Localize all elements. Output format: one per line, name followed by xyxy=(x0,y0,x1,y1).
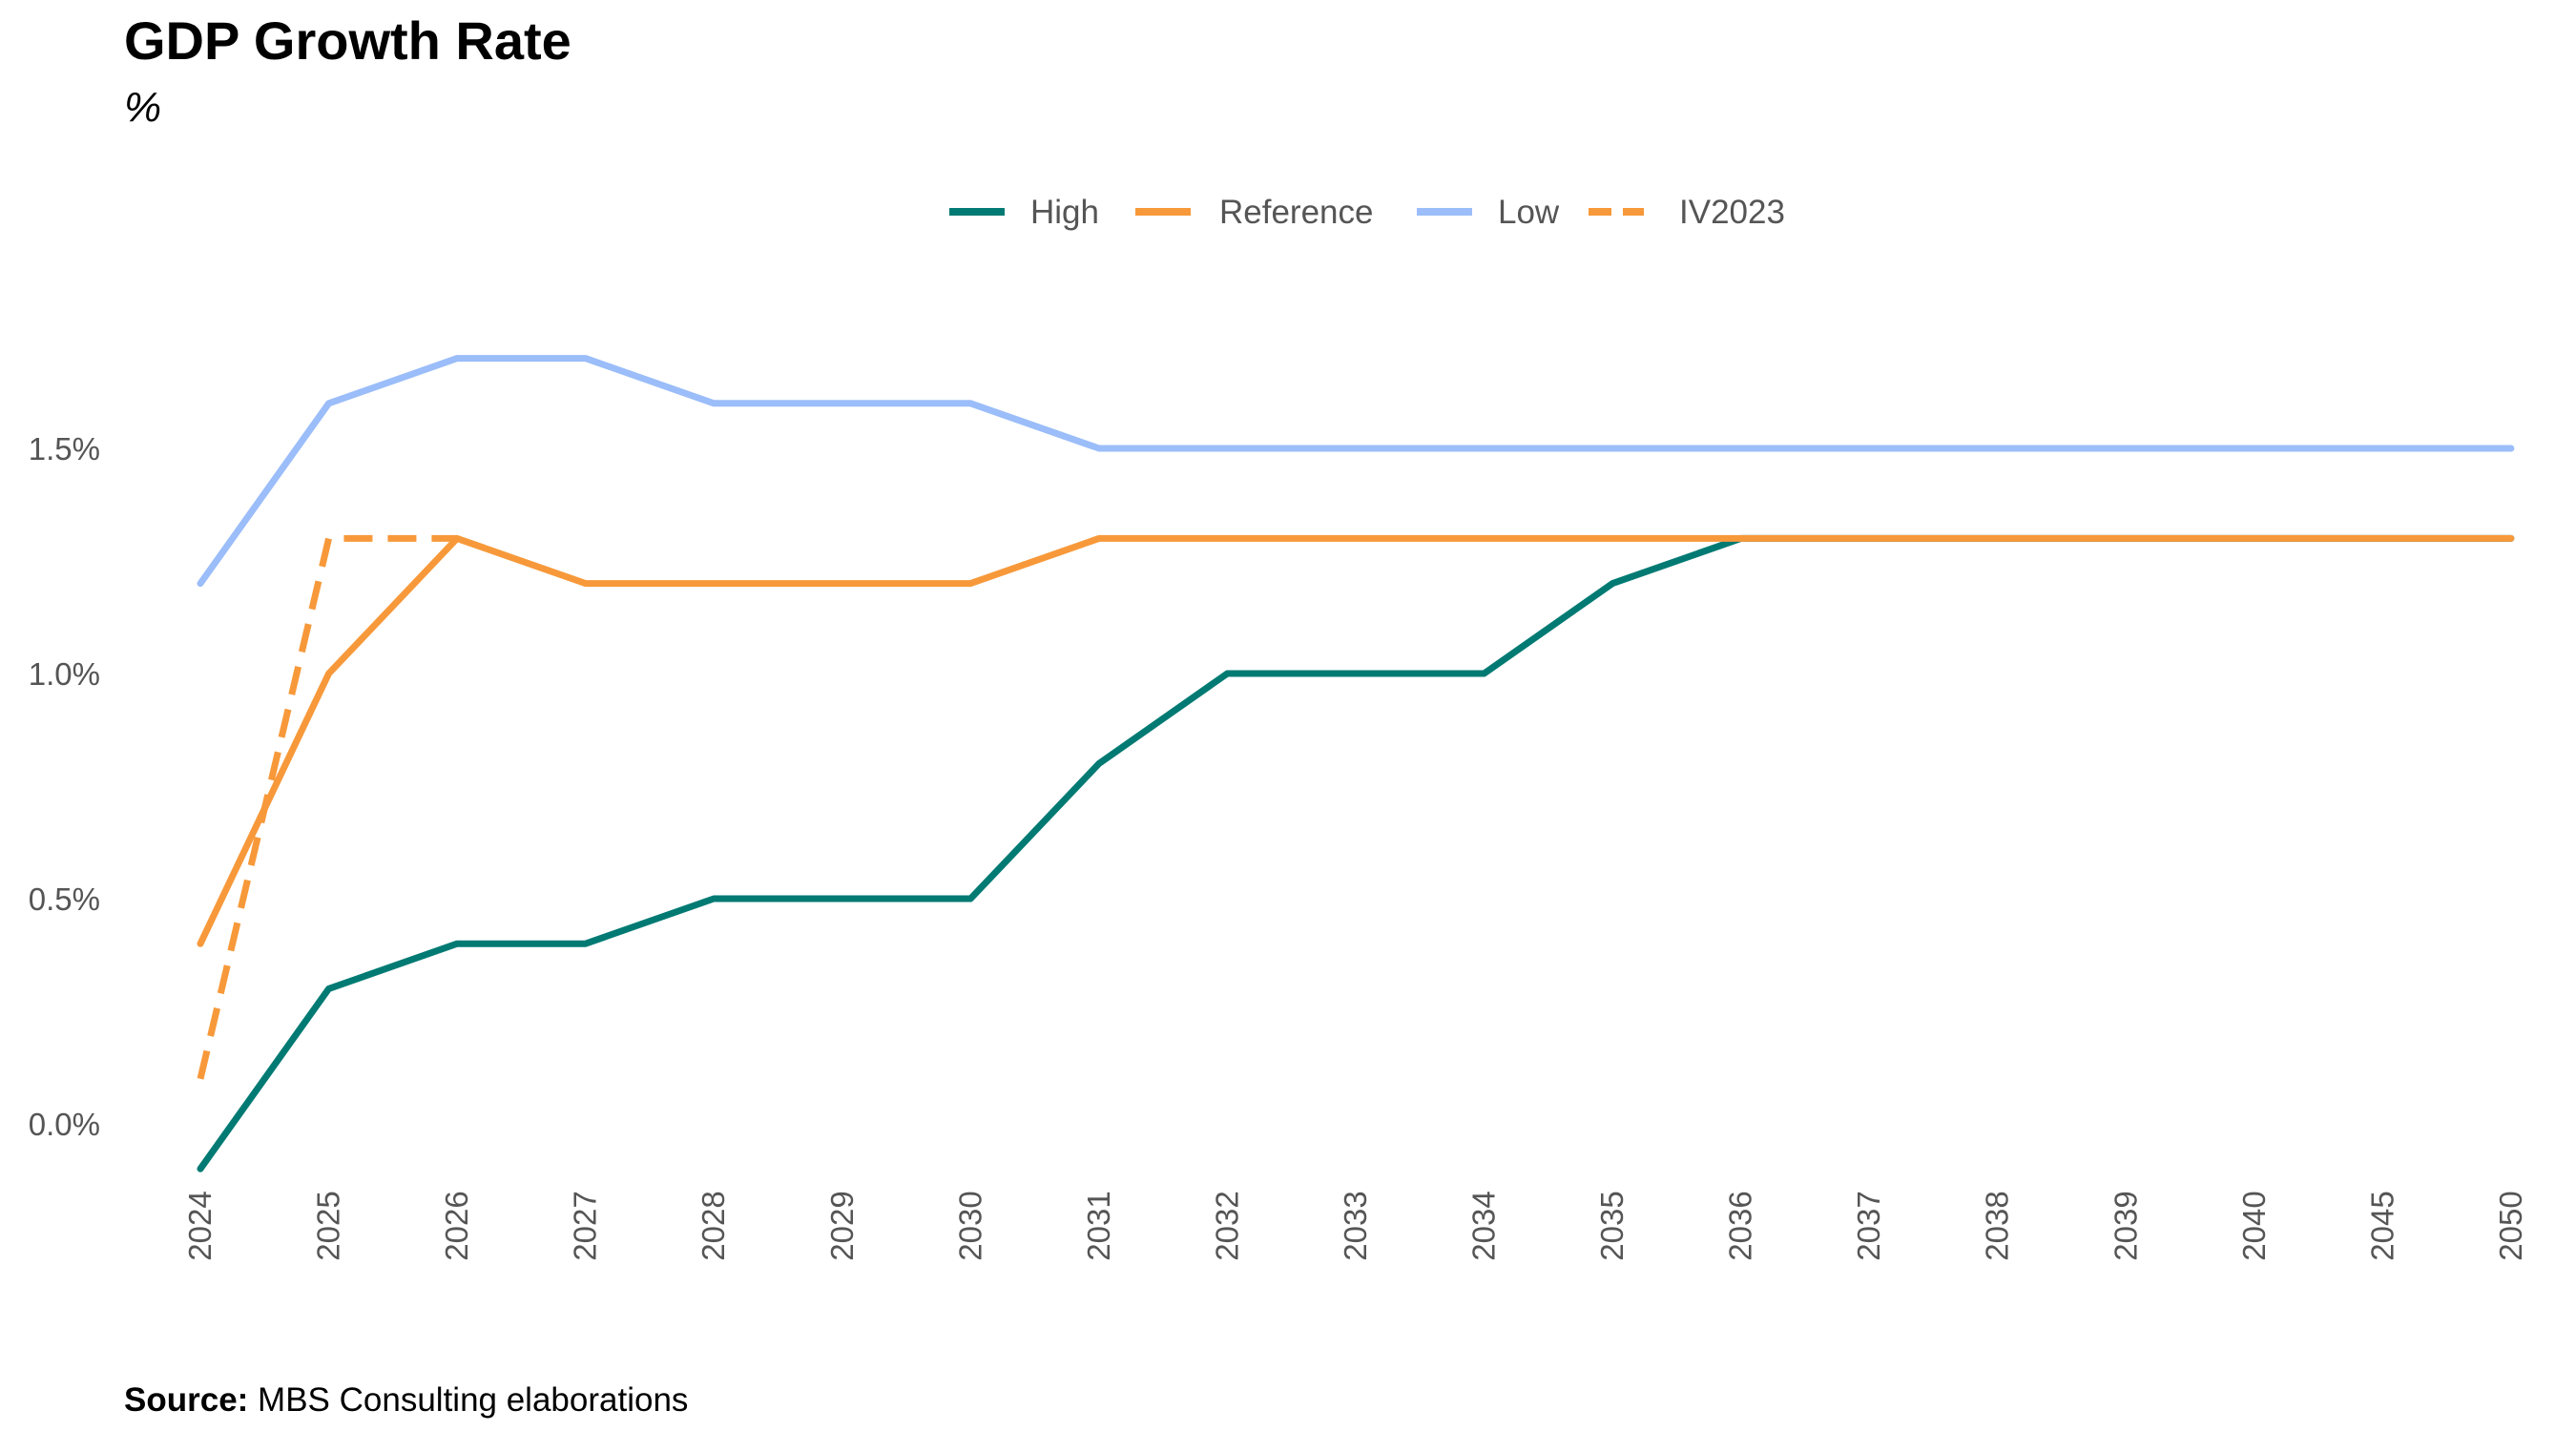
series-line-iv2023 xyxy=(197,534,458,1080)
plot-area xyxy=(197,355,2515,1172)
x-tick-label: 2039 xyxy=(2108,1191,2143,1260)
x-tick-label: 2028 xyxy=(696,1191,731,1260)
chart-title: GDP Growth Rate xyxy=(124,10,571,71)
x-tick-label: 2025 xyxy=(311,1191,346,1260)
x-tick-label: 2037 xyxy=(1851,1191,1886,1260)
x-tick-label: 2034 xyxy=(1466,1191,1502,1260)
series-line-high xyxy=(197,534,2515,1172)
y-tick-label: 0.5% xyxy=(29,881,100,917)
x-tick-label: 2030 xyxy=(952,1191,987,1260)
source-label: Source: xyxy=(124,1381,249,1419)
x-tick-label: 2024 xyxy=(182,1191,218,1260)
x-tick-label: 2029 xyxy=(824,1191,860,1260)
y-axis: 0.0% 0.5% 1.0% 1.5% xyxy=(29,431,100,1142)
x-tick-label: 2040 xyxy=(2236,1191,2272,1260)
y-tick-label: 1.0% xyxy=(29,656,100,692)
legend-label-reference: Reference xyxy=(1219,194,1373,231)
series-line-low xyxy=(197,355,2515,588)
x-tick-label: 2038 xyxy=(1980,1191,2015,1260)
y-tick-label: 1.5% xyxy=(29,431,100,467)
legend-label-low: Low xyxy=(1498,194,1560,231)
legend-label-iv2023: IV2023 xyxy=(1679,194,1785,231)
x-tick-label: 2026 xyxy=(439,1191,474,1260)
x-tick-label: 2033 xyxy=(1338,1191,1373,1260)
x-axis: 2024 2025 2026 2027 2028 2029 2030 2031 2032 2033… xyxy=(182,1191,2528,1260)
chart-legend: High Reference Low IV2023 xyxy=(949,194,1785,231)
source-note: Source: MBS Consulting elaborations xyxy=(124,1381,688,1420)
x-tick-label: 2031 xyxy=(1081,1191,1116,1260)
legend-label-high: High xyxy=(1030,194,1099,231)
x-tick-label: 2045 xyxy=(2364,1191,2399,1260)
series-line-reference xyxy=(197,534,2515,947)
x-tick-label: 2032 xyxy=(1209,1191,1244,1260)
x-tick-label: 2050 xyxy=(2493,1191,2528,1260)
source-text: MBS Consulting elaborations xyxy=(258,1381,689,1419)
x-tick-label: 2036 xyxy=(1723,1191,1758,1260)
x-tick-label: 2035 xyxy=(1594,1191,1630,1260)
x-tick-label: 2027 xyxy=(568,1191,603,1260)
y-tick-label: 0.0% xyxy=(29,1107,100,1142)
chart-subtitle: % xyxy=(124,84,162,131)
